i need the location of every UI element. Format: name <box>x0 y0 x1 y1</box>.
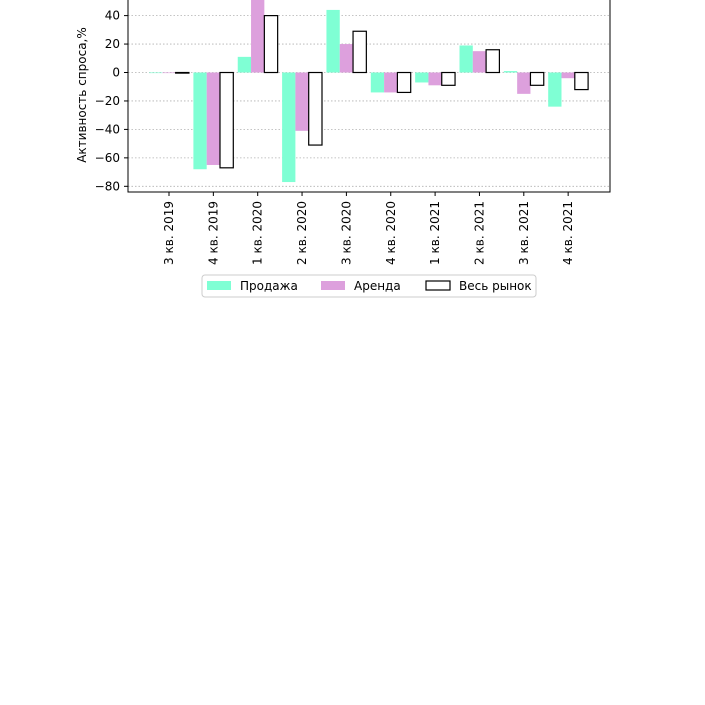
y-tick-label: −60 <box>95 151 120 165</box>
bar-sale <box>415 72 429 83</box>
x-tick-label: 1 кв. 2020 <box>251 201 265 265</box>
legend-swatch <box>425 280 451 291</box>
legend-swatch <box>207 281 231 290</box>
legend-label: Весь рынок <box>459 279 532 293</box>
legend-label: Продажа <box>240 279 298 293</box>
x-tick-label: 3 кв. 2019 <box>162 201 176 265</box>
bar-total <box>396 71 412 94</box>
bar-total <box>574 71 589 91</box>
legend-box <box>201 274 537 298</box>
legend-swatch <box>321 281 345 290</box>
y-tick-label: −20 <box>95 94 120 108</box>
legend: Продажа Аренда Весь рынок <box>201 274 537 298</box>
legend-label: Аренда <box>354 279 401 293</box>
x-tick-label: 3 кв. 2021 <box>517 201 531 265</box>
y-tick-label: −40 <box>95 122 120 136</box>
bar-rent <box>162 72 176 74</box>
bar-rent <box>384 72 398 93</box>
plot-frame <box>127 0 611 193</box>
bar-total <box>529 71 545 86</box>
y-tick-label: 0 <box>112 66 120 80</box>
x-tick-label: 1 кв. 2021 <box>428 201 442 265</box>
bar-sale <box>237 56 252 73</box>
bar-rent <box>251 0 265 73</box>
bar-rent <box>206 72 220 165</box>
bar-rent <box>339 44 354 73</box>
bar-sale <box>370 72 385 93</box>
y-axis: −80−60−40−200204060 <box>95 9 128 193</box>
bar-total <box>175 71 190 74</box>
y-tick-label: −80 <box>95 179 120 193</box>
bar-total <box>352 30 367 74</box>
bar-rent <box>428 72 442 86</box>
x-tick-label: 2 кв. 2020 <box>295 201 309 265</box>
bar-sale <box>459 45 473 73</box>
bar-rent <box>472 51 487 73</box>
bar-sale <box>326 9 340 73</box>
y-axis-title: Активность спроса,% <box>75 27 89 163</box>
bar-total <box>441 71 456 86</box>
x-axis: 3 кв. 2019 4 кв. 2019 1 кв. 2020 2 кв. 2020… <box>162 192 575 265</box>
bar-rent <box>561 72 575 79</box>
bar-rent <box>295 72 309 131</box>
x-tick-label: 3 кв. 2020 <box>339 201 353 265</box>
y-tick-label: 20 <box>105 37 120 51</box>
bar-total <box>485 49 501 74</box>
bar-total <box>263 15 279 74</box>
bar-rent <box>517 72 531 94</box>
x-tick-label: 2 кв. 2021 <box>472 201 486 265</box>
x-tick-label: 4 кв. 2021 <box>561 201 575 265</box>
bar-sale <box>282 72 296 183</box>
bar-sale <box>503 71 518 73</box>
bar-sale <box>548 72 562 107</box>
bar-sale <box>193 72 207 170</box>
bar-sale <box>149 72 163 74</box>
x-tick-label: 4 кв. 2020 <box>384 201 398 265</box>
x-tick-label: 4 кв. 2019 <box>206 201 220 265</box>
y-tick-label: 40 <box>105 9 120 23</box>
bar-total <box>219 71 234 169</box>
bars <box>149 0 589 183</box>
bar-total <box>308 71 323 146</box>
